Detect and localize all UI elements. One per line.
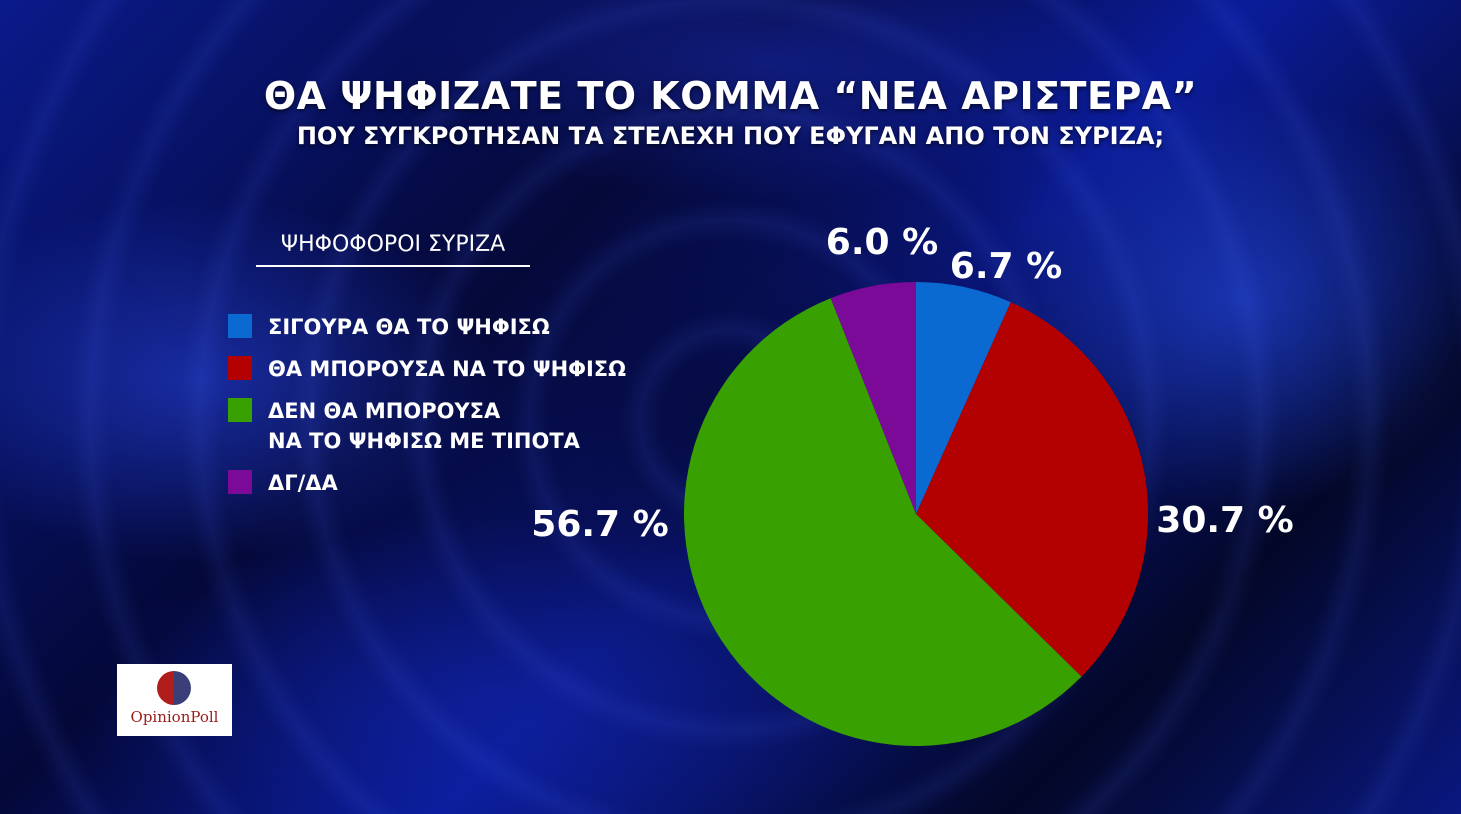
pie-slice (916, 302, 1148, 677)
legend-item: ΔΕΝ ΘΑ ΜΠΟΡΟΥΣΑ ΝΑ ΤΟ ΨΗΦΙΣΩ ΜΕ ΤΙΠΟΤΑ (228, 396, 626, 456)
legend-item: ΘΑ ΜΠΟΡΟΥΣΑ ΝΑ ΤΟ ΨΗΦΙΣΩ (228, 354, 626, 384)
pie-slice (916, 282, 1011, 514)
slice-value-label: 6.7 % (950, 246, 1062, 287)
legend-item: ΣΙΓΟΥΡΑ ΘΑ ΤΟ ΨΗΦΙΣΩ (228, 312, 626, 342)
logo-mark (157, 671, 191, 705)
slice-value-label: 56.7 % (531, 504, 668, 545)
legend-swatch (228, 356, 252, 380)
legend-swatch (228, 398, 252, 422)
legend-label: ΣΙΓΟΥΡΑ ΘΑ ΤΟ ΨΗΦΙΣΩ (268, 315, 550, 339)
logo-text: OpinionPoll (130, 708, 219, 726)
legend-swatch (228, 470, 252, 494)
legend-item: ΔΓ/ΔΑ (228, 468, 626, 498)
pie-slice (683, 298, 1082, 747)
chart-subtitle: ΠΟΥ ΣΥΓΚΡΟΤΗΣΑΝ ΤΑ ΣΤΕΛΕΧΗ ΠΟΥ ΕΦΥΓΑΝ ΑΠ… (296, 122, 1165, 150)
legend-swatch (228, 314, 252, 338)
legend-label: ΔΓ/ΔΑ (268, 471, 338, 495)
legend-heading: ΨΗΦΟΦΟΡΟΙ ΣΥΡΙΖΑ (256, 232, 530, 267)
pie-slice (830, 282, 916, 514)
opinionpoll-logo: OpinionPoll (117, 664, 232, 736)
legend-label: ΘΑ ΜΠΟΡΟΥΣΑ ΝΑ ΤΟ ΨΗΦΙΣΩ (268, 357, 627, 381)
slice-value-label: 30.7 % (1156, 500, 1293, 541)
legend-label: ΔΕΝ ΘΑ ΜΠΟΡΟΥΣΑ ΝΑ ΤΟ ΨΗΦΙΣΩ ΜΕ ΤΙΠΟΤΑ (268, 399, 580, 453)
legend: ΣΙΓΟΥΡΑ ΘΑ ΤΟ ΨΗΦΙΣΩ ΘΑ ΜΠΟΡΟΥΣΑ ΝΑ ΤΟ Ψ… (228, 312, 626, 510)
chart-title: ΘΑ ΨΗΦΙΖΑΤΕ ΤΟ ΚΟΜΜΑ “ΝΕΑ ΑΡΙΣΤΕΡΑ” (263, 74, 1198, 118)
slice-value-label: 6.0 % (826, 222, 938, 263)
